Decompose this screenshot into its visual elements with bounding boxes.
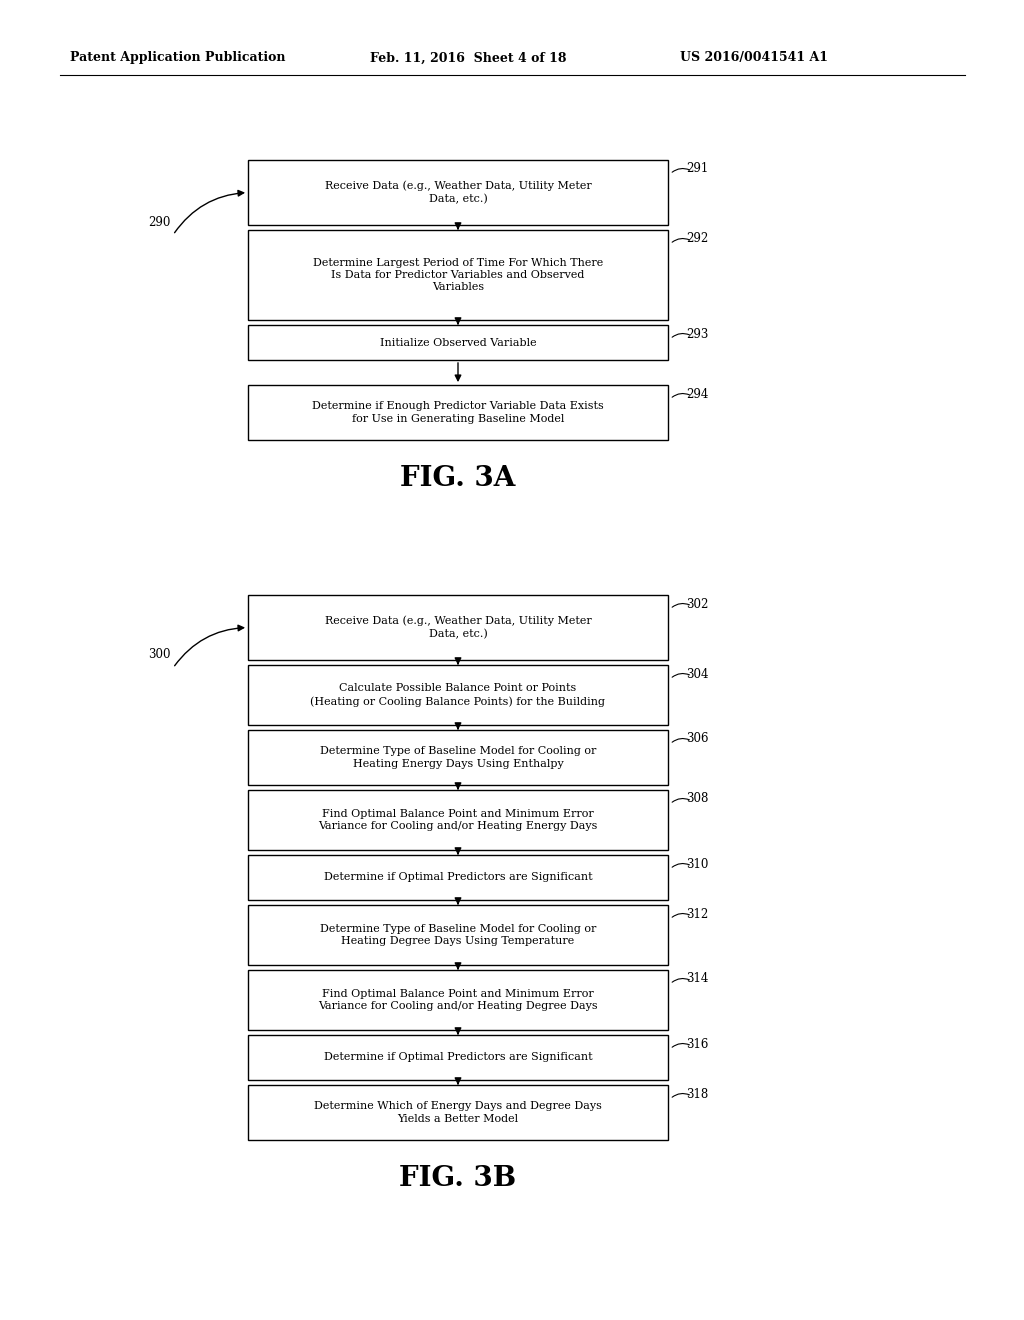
Text: 291: 291 xyxy=(686,162,709,176)
Text: FIG. 3B: FIG. 3B xyxy=(399,1164,516,1192)
Text: 292: 292 xyxy=(686,232,709,246)
Text: Determine if Optimal Predictors are Significant: Determine if Optimal Predictors are Sign… xyxy=(324,873,592,883)
Bar xyxy=(248,855,668,900)
Text: Determine Type of Baseline Model for Cooling or
Heating Degree Days Using Temper: Determine Type of Baseline Model for Coo… xyxy=(319,924,596,946)
Text: 294: 294 xyxy=(686,388,709,400)
Text: 312: 312 xyxy=(686,908,709,920)
Text: Feb. 11, 2016  Sheet 4 of 18: Feb. 11, 2016 Sheet 4 of 18 xyxy=(370,51,566,65)
Bar xyxy=(248,730,668,785)
Text: Initialize Observed Variable: Initialize Observed Variable xyxy=(380,338,537,347)
Text: 300: 300 xyxy=(148,648,171,661)
Bar xyxy=(248,906,668,965)
Text: 293: 293 xyxy=(686,327,709,341)
Bar xyxy=(248,160,668,224)
Text: 304: 304 xyxy=(686,668,709,681)
Text: 310: 310 xyxy=(686,858,709,870)
Text: Determine Largest Period of Time For Which There
Is Data for Predictor Variables: Determine Largest Period of Time For Whi… xyxy=(313,257,603,293)
Text: Find Optimal Balance Point and Minimum Error
Variance for Cooling and/or Heating: Find Optimal Balance Point and Minimum E… xyxy=(318,989,598,1011)
Bar xyxy=(248,325,668,360)
Text: Determine Which of Energy Days and Degree Days
Yields a Better Model: Determine Which of Energy Days and Degre… xyxy=(314,1101,602,1123)
Text: 308: 308 xyxy=(686,792,709,805)
Bar xyxy=(248,385,668,440)
Text: 318: 318 xyxy=(686,1088,709,1101)
Text: 306: 306 xyxy=(686,733,709,746)
Text: Receive Data (e.g., Weather Data, Utility Meter
Data, etc.): Receive Data (e.g., Weather Data, Utilit… xyxy=(325,616,592,639)
Text: US 2016/0041541 A1: US 2016/0041541 A1 xyxy=(680,51,828,65)
Text: 302: 302 xyxy=(686,598,709,610)
Text: Calculate Possible Balance Point or Points
(Heating or Cooling Balance Points) f: Calculate Possible Balance Point or Poin… xyxy=(310,684,605,706)
Text: 314: 314 xyxy=(686,973,709,986)
Text: FIG. 3A: FIG. 3A xyxy=(400,465,516,491)
Bar xyxy=(248,595,668,660)
Text: Find Optimal Balance Point and Minimum Error
Variance for Cooling and/or Heating: Find Optimal Balance Point and Minimum E… xyxy=(318,809,598,832)
Bar xyxy=(248,1035,668,1080)
Text: Determine if Enough Predictor Variable Data Exists
for Use in Generating Baselin: Determine if Enough Predictor Variable D… xyxy=(312,401,604,424)
Text: Receive Data (e.g., Weather Data, Utility Meter
Data, etc.): Receive Data (e.g., Weather Data, Utilit… xyxy=(325,181,592,205)
Bar xyxy=(248,665,668,725)
Text: Determine Type of Baseline Model for Cooling or
Heating Energy Days Using Enthal: Determine Type of Baseline Model for Coo… xyxy=(319,746,596,768)
Bar xyxy=(248,970,668,1030)
Bar xyxy=(248,789,668,850)
Text: Determine if Optimal Predictors are Significant: Determine if Optimal Predictors are Sign… xyxy=(324,1052,592,1063)
Bar xyxy=(248,1085,668,1140)
Text: 316: 316 xyxy=(686,1038,709,1051)
Bar xyxy=(248,230,668,319)
Text: Patent Application Publication: Patent Application Publication xyxy=(70,51,286,65)
Text: 290: 290 xyxy=(148,215,170,228)
